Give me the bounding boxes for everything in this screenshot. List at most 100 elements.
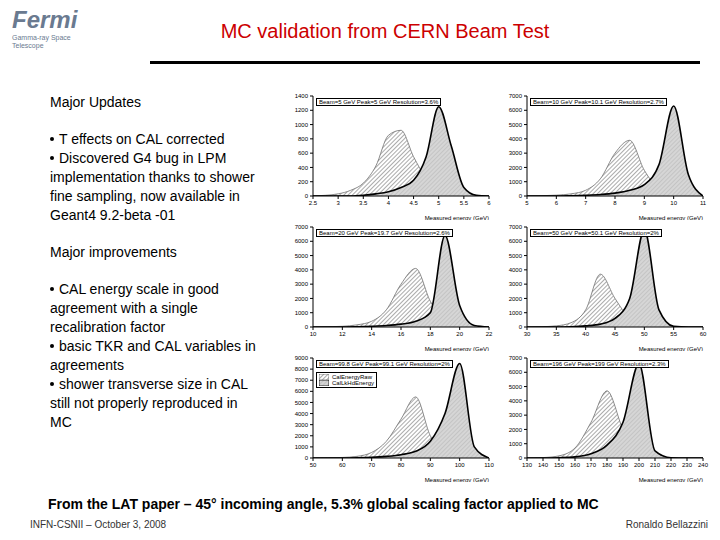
svg-text:7000: 7000: [295, 224, 309, 230]
svg-text:Measured energy (GeV): Measured energy (GeV): [639, 215, 703, 220]
svg-text:50: 50: [641, 331, 648, 337]
svg-text:190: 190: [618, 462, 629, 468]
svg-text:1000: 1000: [295, 310, 309, 316]
svg-text:50: 50: [310, 462, 317, 468]
svg-text:10: 10: [310, 331, 317, 337]
svg-text:1000: 1000: [509, 179, 523, 185]
svg-text:2000: 2000: [509, 427, 523, 433]
svg-text:140: 140: [538, 462, 549, 468]
svg-text:5000: 5000: [295, 400, 309, 406]
svg-text:22: 22: [486, 331, 493, 337]
svg-text:4000: 4000: [509, 136, 523, 142]
svg-text:7000: 7000: [295, 377, 309, 383]
svg-text:10: 10: [670, 200, 677, 206]
svg-text:4000: 4000: [509, 267, 523, 273]
svg-text:3: 3: [336, 200, 340, 206]
svg-text:2000: 2000: [509, 165, 523, 171]
svg-text:0: 0: [305, 193, 309, 199]
svg-text:230: 230: [682, 462, 693, 468]
svg-text:1000: 1000: [295, 444, 309, 450]
svg-text:45: 45: [612, 331, 619, 337]
svg-text:4000: 4000: [295, 267, 309, 273]
svg-text:5000: 5000: [509, 253, 523, 259]
svg-text:8: 8: [613, 200, 617, 206]
svg-text:20: 20: [456, 331, 463, 337]
svg-text:5000: 5000: [509, 122, 523, 128]
svg-text:0: 0: [305, 324, 309, 330]
svg-text:1000: 1000: [509, 441, 523, 447]
svg-text:14: 14: [368, 331, 375, 337]
svg-text:130: 130: [522, 462, 533, 468]
svg-text:0: 0: [519, 455, 523, 461]
svg-text:5.5: 5.5: [460, 200, 469, 206]
svg-text:Measured energy (GeV): Measured energy (GeV): [425, 346, 489, 351]
svg-text:Measured energy (GeV): Measured energy (GeV): [639, 346, 703, 351]
svg-text:2000: 2000: [295, 433, 309, 439]
svg-text:7000: 7000: [509, 93, 523, 99]
svg-text:4.5: 4.5: [409, 200, 418, 206]
svg-text:9: 9: [643, 200, 647, 206]
svg-text:5000: 5000: [509, 384, 523, 390]
svg-text:4: 4: [387, 200, 391, 206]
svg-text:240: 240: [698, 462, 709, 468]
svg-text:170: 170: [586, 462, 597, 468]
svg-text:160: 160: [570, 462, 581, 468]
svg-text:3.5: 3.5: [359, 200, 368, 206]
svg-text:200: 200: [634, 462, 645, 468]
svg-text:4000: 4000: [509, 398, 523, 404]
svg-text:90: 90: [427, 462, 434, 468]
svg-text:1200: 1200: [295, 107, 309, 113]
svg-text:30: 30: [524, 331, 531, 337]
svg-text:1000: 1000: [509, 310, 523, 316]
svg-text:0: 0: [519, 324, 523, 330]
svg-text:12: 12: [339, 331, 346, 337]
svg-text:5000: 5000: [295, 253, 309, 259]
svg-text:6: 6: [487, 200, 491, 206]
svg-text:6000: 6000: [295, 238, 309, 244]
svg-text:16: 16: [398, 331, 405, 337]
svg-text:35: 35: [553, 331, 560, 337]
svg-text:80: 80: [398, 462, 405, 468]
svg-text:3000: 3000: [509, 412, 523, 418]
svg-text:800: 800: [298, 136, 309, 142]
svg-text:7000: 7000: [509, 355, 523, 361]
svg-text:110: 110: [484, 462, 494, 468]
svg-text:2.5: 2.5: [309, 200, 318, 206]
svg-text:180: 180: [602, 462, 613, 468]
svg-text:18: 18: [427, 331, 434, 337]
svg-text:6000: 6000: [509, 107, 523, 113]
svg-text:220: 220: [666, 462, 677, 468]
svg-text:3000: 3000: [295, 281, 309, 287]
svg-text:6000: 6000: [509, 369, 523, 375]
svg-text:40: 40: [582, 331, 589, 337]
svg-text:Measured energy (GeV): Measured energy (GeV): [425, 477, 489, 482]
svg-text:6000: 6000: [295, 388, 309, 394]
svg-text:5: 5: [525, 200, 529, 206]
svg-text:3000: 3000: [509, 281, 523, 287]
svg-text:7: 7: [584, 200, 588, 206]
svg-text:11: 11: [700, 200, 707, 206]
svg-text:8000: 8000: [295, 366, 309, 372]
svg-text:3000: 3000: [295, 422, 309, 428]
svg-text:1400: 1400: [295, 93, 309, 99]
svg-text:0: 0: [305, 455, 309, 461]
svg-text:Measured energy (GeV): Measured energy (GeV): [425, 215, 489, 220]
svg-text:150: 150: [554, 462, 565, 468]
svg-text:3000: 3000: [509, 150, 523, 156]
svg-text:55: 55: [670, 331, 677, 337]
svg-text:200: 200: [298, 179, 309, 185]
svg-text:600: 600: [298, 150, 309, 156]
svg-text:2000: 2000: [509, 296, 523, 302]
svg-text:210: 210: [650, 462, 661, 468]
svg-text:400: 400: [298, 165, 309, 171]
svg-text:2000: 2000: [295, 296, 309, 302]
svg-text:9000: 9000: [295, 355, 309, 361]
svg-text:4000: 4000: [295, 411, 309, 417]
svg-text:5: 5: [437, 200, 441, 206]
svg-text:70: 70: [368, 462, 375, 468]
svg-text:0: 0: [519, 193, 523, 199]
svg-text:7000: 7000: [509, 224, 523, 230]
svg-text:60: 60: [700, 331, 707, 337]
svg-text:6: 6: [555, 200, 559, 206]
svg-text:100: 100: [455, 462, 466, 468]
